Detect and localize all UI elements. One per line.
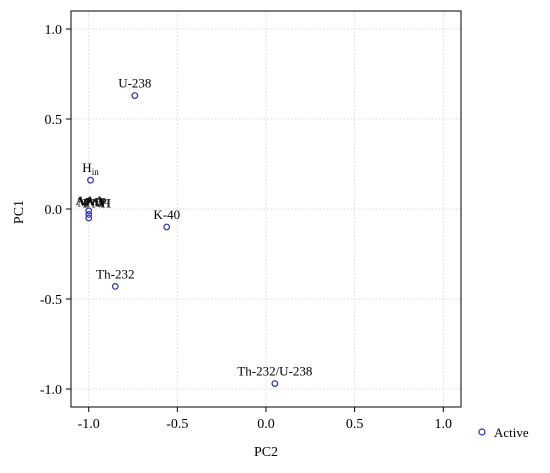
x-tick-label: 1.0 bbox=[435, 417, 453, 432]
overlapping-label-glyph: A bbox=[95, 193, 105, 208]
x-tick-label: 0.5 bbox=[346, 417, 364, 432]
y-tick-label: 0.5 bbox=[45, 113, 63, 128]
overlapping-label-glyph: M bbox=[77, 194, 89, 209]
legend: Active bbox=[478, 425, 529, 440]
axis-ticks: -1.0 -0.5 0.0 0.5 1.0 1.0 0.5 0.0 -0.5 -1.0 bbox=[40, 23, 452, 432]
point-label: U-238 bbox=[118, 76, 151, 91]
y-tick-label: 1.0 bbox=[45, 23, 63, 38]
point-label: Th-232/U-238 bbox=[237, 364, 312, 379]
data-point bbox=[131, 92, 139, 99]
overlapping-label-glyph: N bbox=[92, 196, 102, 211]
legend-label: Active bbox=[494, 425, 529, 440]
data-point bbox=[111, 283, 119, 290]
data-point bbox=[163, 223, 171, 231]
x-tick-label: -0.5 bbox=[166, 417, 188, 432]
x-tick-label: -1.0 bbox=[78, 417, 100, 432]
point-label: Th-232 bbox=[96, 266, 134, 281]
point-label: K-40 bbox=[153, 207, 180, 222]
y-axis-label: PC1 bbox=[12, 200, 27, 224]
overlapping-label-glyph: A bbox=[85, 193, 95, 208]
x-axis-label: PC2 bbox=[254, 445, 278, 460]
legend-marker bbox=[478, 428, 486, 436]
data-point bbox=[271, 380, 279, 388]
overlapping-label-glyph: H bbox=[101, 196, 111, 211]
gridlines bbox=[71, 11, 461, 407]
data-points: U-238 Hin K-40 Th-232 Th-232/U-238 bbox=[82, 76, 312, 388]
y-tick-label: -0.5 bbox=[40, 293, 62, 308]
overlapping-label-glyph: A bbox=[76, 193, 86, 208]
x-tick-label: 0.0 bbox=[257, 417, 275, 432]
y-tick-label: 0.0 bbox=[45, 203, 63, 218]
overlapping-label-glyph: P bbox=[99, 194, 107, 209]
data-point bbox=[85, 210, 93, 218]
data-point bbox=[85, 214, 93, 222]
overlapping-label-glyph: M bbox=[87, 194, 99, 209]
overlapping-label-glyph: P bbox=[83, 196, 91, 211]
point-label: Hin bbox=[82, 160, 99, 177]
y-tick-label: -1.0 bbox=[40, 383, 62, 398]
data-point bbox=[87, 176, 94, 184]
data-point bbox=[85, 207, 93, 215]
